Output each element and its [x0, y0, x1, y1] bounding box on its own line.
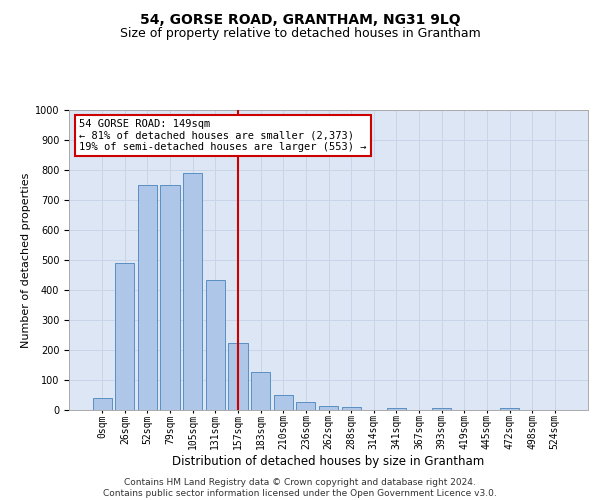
Bar	[160, 185, 180, 410]
Bar	[115, 263, 134, 410]
Bar	[183, 173, 202, 410]
Bar	[296, 402, 316, 410]
Bar	[432, 408, 451, 410]
Bar	[206, 280, 225, 410]
Text: Contains HM Land Registry data © Crown copyright and database right 2024.
Contai: Contains HM Land Registry data © Crown c…	[103, 478, 497, 498]
Bar	[251, 372, 270, 410]
Bar	[500, 408, 519, 410]
Bar	[387, 408, 406, 410]
Text: Size of property relative to detached houses in Grantham: Size of property relative to detached ho…	[119, 28, 481, 40]
Y-axis label: Number of detached properties: Number of detached properties	[20, 172, 31, 348]
Text: 54, GORSE ROAD, GRANTHAM, NG31 9LQ: 54, GORSE ROAD, GRANTHAM, NG31 9LQ	[140, 12, 460, 26]
Bar	[138, 185, 157, 410]
X-axis label: Distribution of detached houses by size in Grantham: Distribution of detached houses by size …	[172, 455, 485, 468]
Bar	[92, 398, 112, 410]
Bar	[274, 395, 293, 410]
Bar	[319, 406, 338, 410]
Text: 54 GORSE ROAD: 149sqm
← 81% of detached houses are smaller (2,373)
19% of semi-d: 54 GORSE ROAD: 149sqm ← 81% of detached …	[79, 119, 367, 152]
Bar	[341, 407, 361, 410]
Bar	[229, 344, 248, 410]
